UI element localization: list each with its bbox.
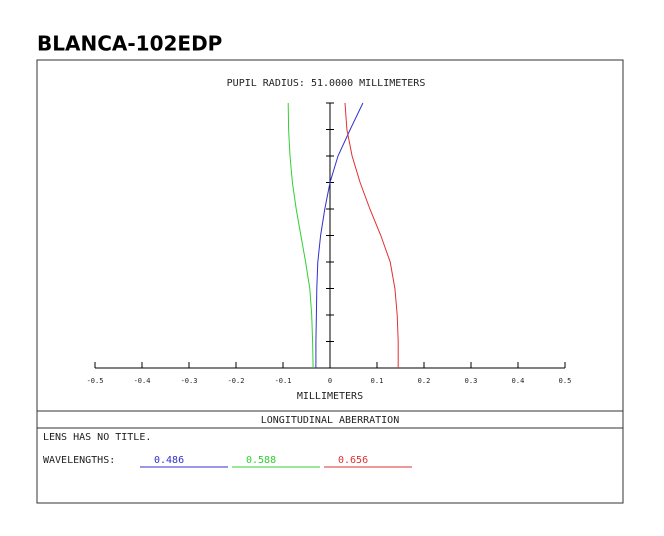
legend-label: 0.656 bbox=[338, 455, 368, 466]
x-tick-label: 0.4 bbox=[512, 377, 525, 385]
x-tick-label: -0.1 bbox=[275, 377, 292, 385]
chart-title: PUPIL RADIUS: 51.0000 MILLIMETERS bbox=[227, 78, 426, 89]
plot-frame bbox=[36, 59, 624, 504]
x-tick-label: -0.2 bbox=[228, 377, 245, 385]
x-axis-label: MILLIMETERS bbox=[297, 391, 363, 402]
aberration-curve bbox=[344, 102, 399, 368]
subtitle: LONGITUDINAL ABERRATION bbox=[261, 415, 399, 426]
legend-label: 0.588 bbox=[246, 455, 276, 466]
x-tick-label: 0 bbox=[328, 377, 332, 385]
x-tick-label: 0.3 bbox=[465, 377, 478, 385]
note: LENS HAS NO TITLE. bbox=[43, 432, 151, 443]
x-tick-label: 0.1 bbox=[371, 377, 384, 385]
x-tick-label: 0.2 bbox=[418, 377, 431, 385]
aberration-curve bbox=[315, 102, 364, 368]
x-tick-label: -0.5 bbox=[87, 377, 104, 385]
x-tick-label: -0.3 bbox=[181, 377, 198, 385]
x-tick-label: 0.5 bbox=[559, 377, 572, 385]
aberration-curve bbox=[287, 102, 314, 369]
legend-label: 0.486 bbox=[154, 455, 184, 466]
header: BLANCA-102EDP bbox=[37, 32, 222, 56]
x-tick-label: -0.4 bbox=[134, 377, 151, 385]
legend-title: WAVELENGTHS: bbox=[43, 455, 115, 466]
